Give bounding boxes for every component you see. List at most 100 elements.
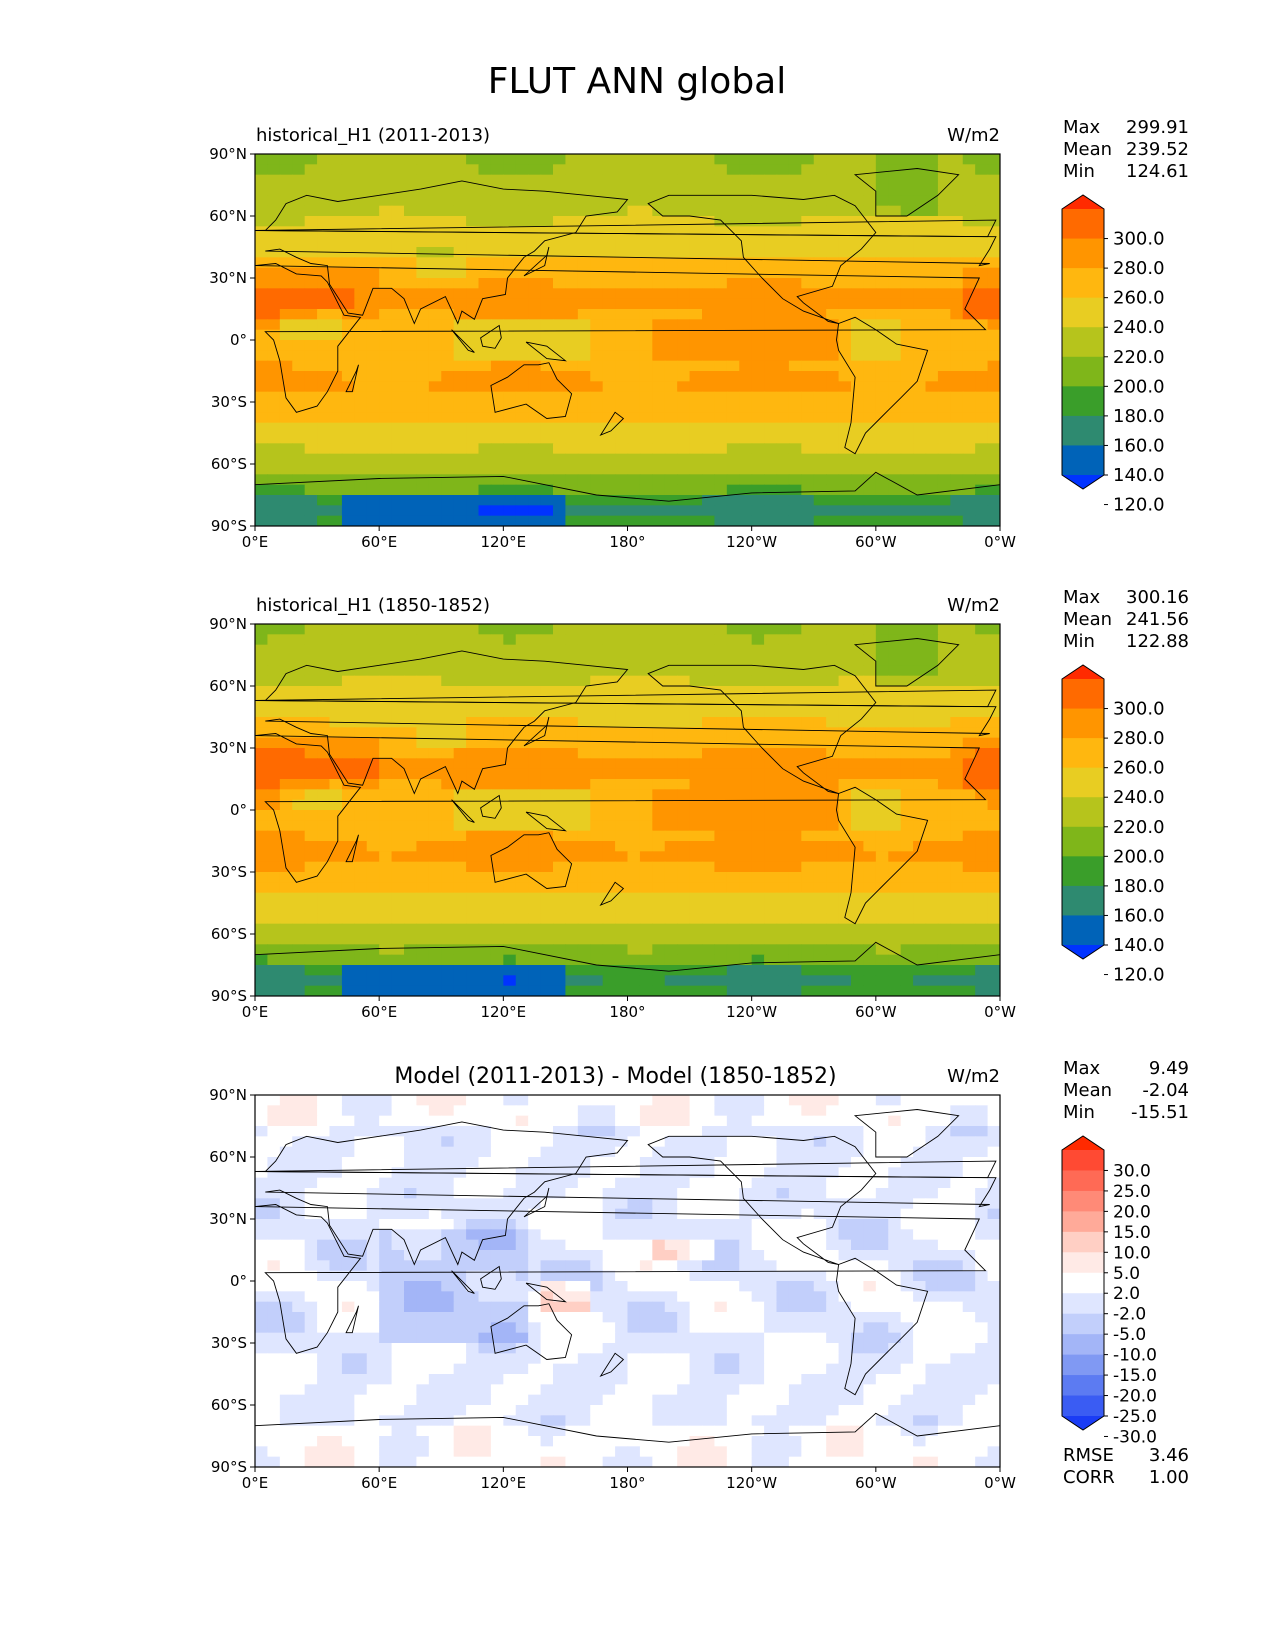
field-cell — [627, 872, 641, 883]
field-cell — [503, 1146, 517, 1158]
field-cell — [279, 1157, 293, 1168]
field-cell — [329, 464, 343, 475]
field-cell — [900, 205, 914, 217]
field-cell — [267, 923, 281, 935]
field-cell — [689, 965, 703, 976]
field-cell — [615, 934, 629, 945]
field-cell — [577, 371, 591, 382]
field-cell — [441, 515, 455, 526]
field-cell — [875, 350, 889, 362]
field-cell — [975, 340, 989, 351]
field-cell — [540, 1105, 554, 1117]
field-cell — [851, 319, 865, 331]
field-cell — [503, 495, 517, 506]
field-cell — [863, 727, 877, 739]
field-cell — [851, 758, 865, 770]
field-cell — [826, 965, 840, 976]
field-cell — [615, 789, 629, 801]
field-cell — [925, 985, 939, 996]
field-cell — [925, 717, 939, 728]
field-cell — [664, 391, 678, 403]
field-cell — [937, 954, 951, 966]
field-cell — [528, 257, 542, 269]
field-cell — [503, 882, 517, 894]
field-cell — [888, 402, 902, 413]
field-cell — [764, 913, 778, 925]
field-cell — [366, 1136, 380, 1148]
field-cell — [317, 779, 331, 790]
field-cell — [677, 1105, 691, 1117]
field-cell — [826, 954, 840, 966]
field-cell — [441, 727, 455, 739]
field-cell — [553, 309, 567, 320]
field-cell — [664, 1115, 678, 1127]
field-cell — [851, 216, 865, 227]
field-cell — [515, 381, 529, 393]
field-cell — [751, 298, 765, 310]
field-cell — [255, 913, 269, 925]
field-cell — [925, 789, 939, 801]
field-cell — [987, 799, 1000, 811]
field-cell — [453, 727, 467, 739]
field-cell — [404, 820, 418, 832]
field-cell — [987, 748, 1000, 759]
field-cell — [615, 484, 629, 496]
field-cell — [888, 371, 902, 382]
field-cell — [875, 655, 889, 666]
field-cell — [590, 236, 604, 248]
field-cell — [764, 402, 778, 413]
field-cell — [279, 841, 293, 852]
field-cell — [900, 391, 914, 403]
field-cell — [627, 247, 641, 258]
field-cell — [826, 515, 840, 526]
field-cell — [826, 464, 840, 475]
field-cell — [329, 205, 343, 217]
field-cell — [751, 453, 765, 465]
field-cell — [304, 768, 318, 780]
field-cell — [875, 340, 889, 351]
field-cell — [590, 195, 604, 207]
field-cell — [801, 624, 815, 635]
field-cell — [875, 484, 889, 496]
field-cell — [863, 247, 877, 258]
field-cell — [888, 923, 902, 935]
field-cell — [888, 624, 902, 635]
field-cell — [553, 799, 567, 811]
field-cell — [702, 706, 716, 718]
coastline-newguinea — [525, 811, 567, 832]
field-cell — [813, 1167, 827, 1179]
field-cell — [255, 412, 269, 424]
field-cell — [391, 686, 405, 697]
field-cell — [888, 205, 902, 217]
field-cell — [428, 236, 442, 248]
field-cell — [590, 861, 604, 873]
field-cell — [677, 412, 691, 424]
field-cell — [677, 851, 691, 863]
field-cell — [975, 892, 989, 904]
field-cell — [391, 267, 405, 279]
field-cell — [937, 371, 951, 382]
field-cell — [913, 433, 927, 444]
field-cell — [565, 433, 579, 444]
colorbar-level: 140.0 — [1113, 935, 1165, 956]
field-cell — [913, 644, 927, 656]
field-cell — [913, 309, 927, 320]
field-cell — [726, 965, 740, 976]
field-cell — [391, 810, 405, 821]
field-cell — [279, 1105, 293, 1117]
field-cell — [826, 216, 840, 227]
field-cell — [764, 861, 778, 873]
field-cell — [714, 985, 728, 996]
field-cell — [490, 830, 504, 842]
field-cell — [776, 319, 790, 331]
field-cell — [776, 174, 790, 186]
field-cell — [677, 727, 691, 739]
field-cell — [801, 226, 815, 238]
field-cell — [466, 1095, 480, 1106]
field-cell — [950, 381, 964, 393]
field-cell — [416, 841, 430, 852]
field-cell — [503, 872, 517, 883]
field-cell — [751, 789, 765, 801]
field-cell — [267, 267, 281, 279]
field-cell — [292, 267, 306, 279]
